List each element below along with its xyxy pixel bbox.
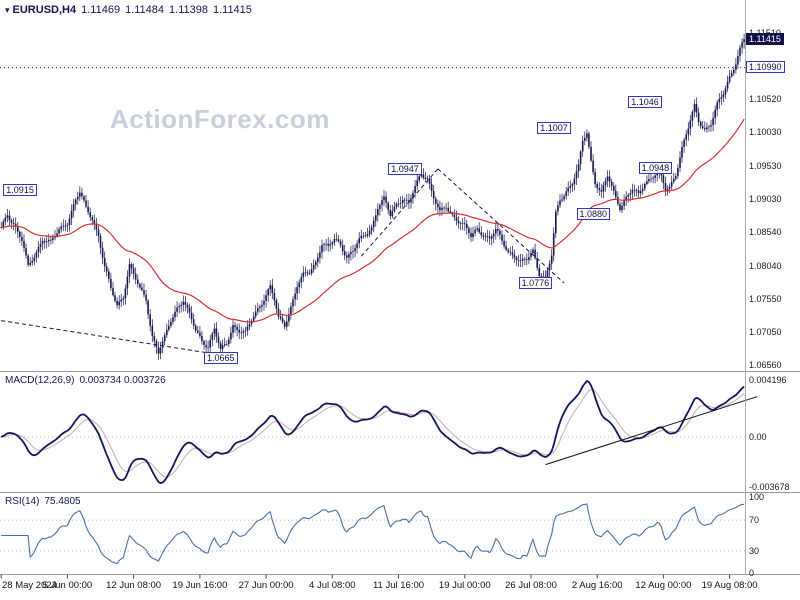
- rsi-indicator-label: RSI(14) 75.4805: [5, 496, 81, 507]
- rsi-line[interactable]: [1, 503, 745, 565]
- rsi-value: 75.4805: [44, 496, 81, 507]
- macd-name: MACD(12,26,9): [5, 375, 75, 386]
- moving-average-line[interactable]: [1, 118, 745, 323]
- price-trendline[interactable]: [360, 168, 439, 257]
- current-price-badge: 1.11415: [746, 33, 784, 45]
- symbol-timeframe: EURUSD,H4: [12, 4, 77, 16]
- candlestick-bodies[interactable]: [0, 39, 745, 354]
- symbol-dropdown-icon[interactable]: ▾: [5, 5, 10, 15]
- quote-open: 1.11469: [81, 4, 121, 16]
- quote-high: 1.11484: [125, 4, 165, 16]
- watermark: ActionForex.com: [110, 104, 330, 134]
- quote-low: 1.11398: [169, 4, 208, 16]
- macd-trendline[interactable]: [545, 396, 758, 466]
- candlestick-wicks[interactable]: [0, 33, 745, 360]
- price-trendline[interactable]: [437, 168, 565, 284]
- macd-indicator-label: MACD(12,26,9) 0.003734 0.003726: [5, 375, 166, 386]
- chart-title: ▾ EURUSD,H4 1.11469 1.11484 1.11398 1.11415: [5, 4, 252, 16]
- price-trendline[interactable]: [1, 320, 234, 358]
- macd-signal-line[interactable]: [1, 389, 745, 478]
- quote-close: 1.11415: [212, 4, 252, 16]
- rsi-name: RSI(14): [5, 496, 40, 507]
- macd-main-line[interactable]: [0, 379, 745, 485]
- macd-values: 0.003734 0.003726: [79, 375, 166, 386]
